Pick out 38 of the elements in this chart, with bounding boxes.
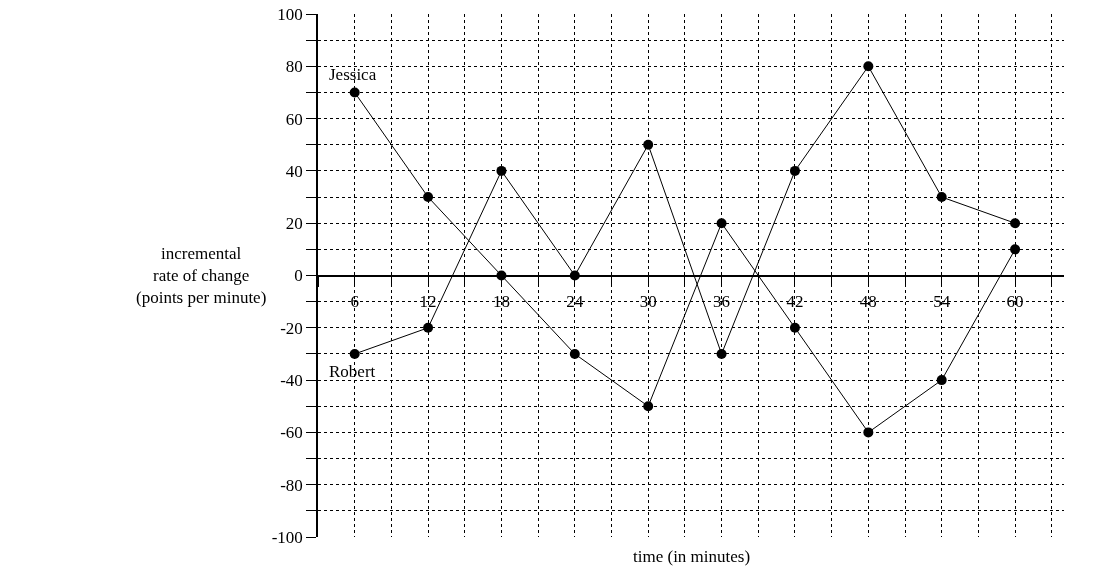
- point: [349, 87, 360, 98]
- point: [423, 192, 434, 203]
- point: [1010, 244, 1021, 255]
- point: [569, 348, 580, 359]
- point: [936, 375, 947, 386]
- x-tick-label: 18: [492, 291, 510, 311]
- point: [349, 348, 360, 359]
- series-label: Robert: [329, 362, 376, 381]
- point: [569, 270, 580, 281]
- y-tick-label: 20: [285, 214, 303, 234]
- point: [789, 322, 800, 333]
- y-tick-label: -20: [280, 318, 303, 338]
- x-tick-label: 54: [933, 291, 951, 311]
- point: [496, 165, 507, 176]
- x-axis-title: time (in minutes): [633, 547, 751, 566]
- point: [716, 348, 727, 359]
- x-tick-label: 12: [419, 291, 437, 311]
- y-tick-label: -100: [271, 527, 303, 547]
- point: [643, 139, 654, 150]
- y-tick-label: -60: [280, 423, 303, 443]
- y-tick-label: -40: [280, 371, 303, 391]
- y-axis-title: incremental rate of change (points per minute): [136, 244, 267, 308]
- point: [716, 218, 727, 229]
- y-tick-label: 40: [285, 161, 303, 181]
- point: [423, 322, 434, 333]
- y-tick-label: 80: [285, 57, 303, 77]
- point: [863, 61, 874, 72]
- y-tick-label: -80: [280, 475, 303, 495]
- y-tick-label: 100: [277, 4, 303, 24]
- point: [789, 165, 800, 176]
- y-tick-label: 0: [294, 266, 303, 286]
- point: [643, 401, 654, 412]
- point: [1010, 218, 1021, 229]
- x-tick-label: 48: [859, 291, 877, 311]
- y-tick-label: 60: [285, 109, 303, 129]
- point: [936, 192, 947, 203]
- point: [863, 427, 874, 438]
- series-label: Jessica: [329, 65, 377, 84]
